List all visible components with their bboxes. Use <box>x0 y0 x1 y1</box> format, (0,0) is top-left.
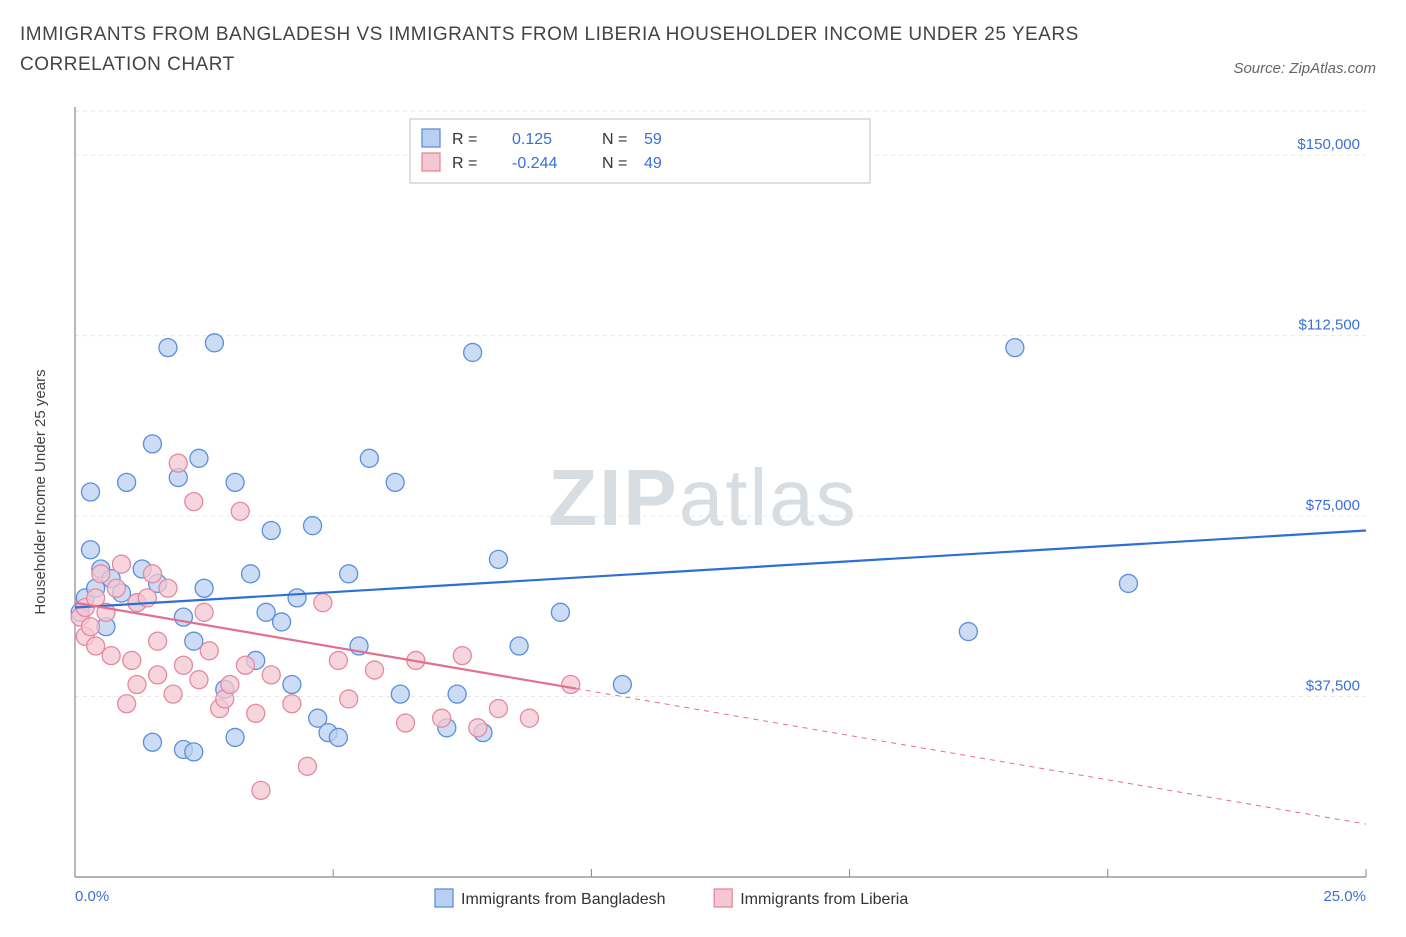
chart-title: IMMIGRANTS FROM BANGLADESH VS IMMIGRANTS… <box>20 20 1120 81</box>
svg-text:R =: R = <box>452 155 477 172</box>
svg-text:$112,500: $112,500 <box>1299 316 1360 333</box>
svg-text:49: 49 <box>644 155 662 172</box>
svg-text:59: 59 <box>644 131 662 148</box>
svg-text:$150,000: $150,000 <box>1297 136 1360 153</box>
svg-text:Immigrants from Bangladesh: Immigrants from Bangladesh <box>461 891 666 908</box>
svg-text:N =: N = <box>602 155 627 172</box>
source-label: Source: ZipAtlas.com <box>1233 60 1376 77</box>
svg-text:-0.244: -0.244 <box>512 155 557 172</box>
svg-text:25.0%: 25.0% <box>1323 888 1366 905</box>
svg-text:0.125: 0.125 <box>512 131 552 148</box>
chart-container: 0.0% 25.0% $37,500 $75,000 $112,500 $150,000 H… <box>20 97 1386 917</box>
svg-text:$37,500: $37,500 <box>1306 677 1360 694</box>
svg-text:R =: R = <box>452 131 477 148</box>
svg-text:0.0%: 0.0% <box>75 888 109 905</box>
svg-text:Householder Income Under 25 ye: Householder Income Under 25 years <box>32 369 49 614</box>
svg-text:N =: N = <box>602 131 627 148</box>
svg-text:Immigrants from Liberia: Immigrants from Liberia <box>740 891 908 908</box>
scatter-chart: 0.0% 25.0% $37,500 $75,000 $112,500 $150,000 H… <box>20 97 1386 917</box>
svg-text:$75,000: $75,000 <box>1306 497 1360 514</box>
